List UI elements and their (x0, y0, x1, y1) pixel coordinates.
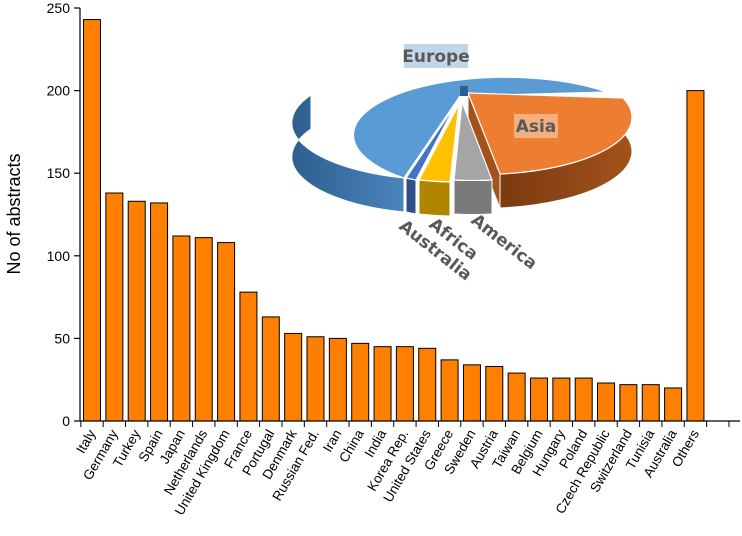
bar-iran (328, 337, 347, 422)
bar-france (239, 291, 258, 422)
y-axis: 0 50 100 150 200 250 (47, 0, 81, 429)
pie-slice-europe (352, 76, 608, 179)
bar-korea-rep (395, 346, 414, 422)
bar-chart: 0 50 100 150 200 250 ItalyGermanyTurkeySpainJ… (4, 0, 740, 518)
pie-label-europe: Europe (402, 47, 469, 67)
y-tick-label: 200 (47, 83, 71, 99)
bar-poland (574, 377, 593, 422)
y-tick-label: 50 (54, 330, 70, 346)
europe-label-bg (404, 44, 468, 68)
y-tick-label: 250 (47, 0, 71, 16)
asia-label-bg (514, 114, 558, 138)
bar-japan (172, 235, 191, 422)
y-tick-label: 100 (47, 248, 71, 264)
bar-united-states (418, 347, 437, 422)
pie-slice-africa-side (418, 179, 451, 217)
y-axis-title: No of abstracts (4, 153, 24, 274)
pie-slice-america-side (453, 179, 493, 215)
bar-austria (485, 365, 504, 422)
bar-belgium (530, 377, 548, 422)
bar-others (686, 90, 705, 422)
bar-russian-fed (306, 336, 325, 422)
y-tick-label: 0 (62, 413, 70, 429)
bar-tunisia (641, 384, 660, 422)
bar-portugal (261, 316, 280, 422)
bar-india (373, 346, 392, 422)
category-labels: ItalyGermanyTurkeySpainJapanNetherlandsU… (73, 427, 702, 518)
bar-denmark (284, 332, 303, 422)
bar-series (83, 19, 705, 422)
bar-netherlands (194, 237, 213, 422)
x-axis (80, 420, 740, 427)
bar-sweden (462, 364, 481, 422)
pie-center-wall (460, 86, 468, 96)
bar-greece (440, 359, 459, 422)
y-tick-label: 150 (47, 165, 71, 181)
bar-italy (83, 19, 101, 422)
pie-label-america: America (467, 210, 541, 274)
bar-switzerland (619, 384, 638, 422)
bar-spain (150, 202, 169, 422)
bar-hungary (552, 377, 571, 422)
bar-taiwan (507, 372, 526, 422)
pie-label-asia: Asia (516, 117, 557, 137)
bar-australia (664, 387, 683, 422)
pie-slice-africa (418, 103, 460, 183)
pie-slice-australia-side (405, 177, 417, 215)
bar-turkey (127, 200, 146, 422)
bar-germany (105, 192, 124, 422)
pie-chart: Europe Asia America Africa Australia (291, 44, 633, 285)
pie-slice-europe-side (291, 94, 405, 213)
bar-czech-republic (597, 382, 616, 422)
pie-slice-america (453, 101, 493, 182)
bar-united-kingdom (217, 242, 236, 422)
bar-china (351, 342, 370, 422)
pie-slice-australia (405, 103, 457, 181)
x-tick-label: China (336, 427, 367, 465)
